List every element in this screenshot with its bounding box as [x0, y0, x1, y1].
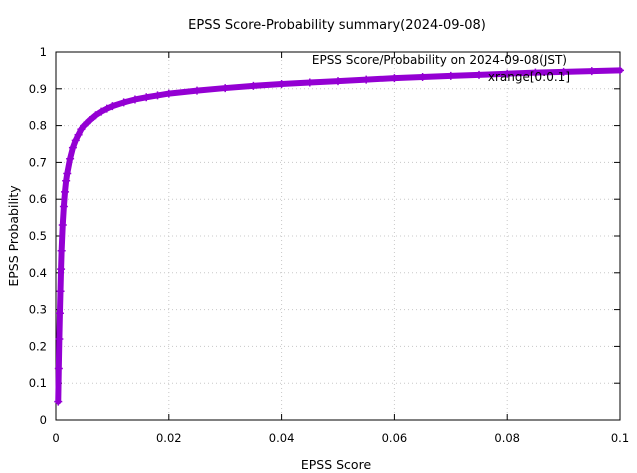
x-axis-ticks: 0 0.02 0.04 0.06 0.08 0.1 — [52, 52, 629, 445]
y-tick-label: 0.4 — [29, 266, 47, 280]
data-point — [616, 66, 624, 75]
y-tick-label: 0.6 — [29, 192, 47, 206]
data-point — [74, 130, 83, 139]
y-tick-label: 0 — [40, 413, 47, 427]
data-point — [54, 397, 63, 406]
data-point — [62, 176, 71, 185]
y-axis-ticks: 0 0.1 0.2 0.3 0.4 0.5 0.6 0.7 0.8 0.9 1 — [29, 45, 620, 427]
x-tick-label: 0.06 — [382, 431, 408, 445]
x-axis-label: EPSS Score — [301, 457, 372, 472]
data-point — [334, 77, 342, 86]
data-point — [58, 220, 67, 229]
data-point — [249, 81, 258, 90]
x-tick-label: 0.02 — [156, 431, 182, 445]
data-point — [193, 86, 201, 95]
legend-label: EPSS Score/Probability on 2024-09-08(JST… — [312, 53, 567, 67]
y-tick-label: 0.2 — [29, 339, 47, 353]
data-point — [587, 67, 596, 76]
y-tick-label: 0.8 — [29, 119, 47, 133]
y-tick-label: 0.7 — [29, 155, 47, 169]
legend: EPSS Score/Probability on 2024-09-08(JST… — [312, 53, 612, 84]
y-tick-label: 0.5 — [29, 229, 47, 243]
data-point — [130, 95, 139, 104]
data-point — [418, 73, 427, 82]
data-point — [63, 169, 72, 178]
data-point — [71, 136, 80, 145]
data-point — [59, 202, 68, 211]
series-line — [55, 67, 623, 405]
y-tick-label: 1 — [40, 45, 47, 59]
data-point — [119, 98, 128, 107]
data-point — [503, 69, 512, 78]
data-point — [531, 68, 540, 77]
data-point — [164, 89, 173, 98]
data-point — [68, 143, 77, 152]
data-point — [390, 74, 399, 83]
data-point — [54, 364, 63, 373]
data-point — [66, 154, 75, 163]
data-point — [97, 107, 106, 116]
y-tick-label: 0.1 — [29, 376, 47, 390]
data-point — [57, 246, 66, 255]
data-point — [221, 84, 230, 93]
data-point — [80, 121, 89, 130]
y-axis-label: EPSS Probability — [6, 185, 21, 287]
data-point — [102, 104, 111, 113]
data-point — [61, 187, 70, 196]
y-tick-label: 0.9 — [29, 82, 47, 96]
data-point — [559, 67, 568, 76]
y-tick-label: 0.3 — [29, 303, 47, 317]
chart-title: EPSS Score-Probability summary(2024-09-0… — [188, 18, 486, 33]
data-point — [305, 78, 314, 87]
data-point — [55, 309, 64, 318]
data-point — [362, 75, 371, 84]
x-tick-label: 0.08 — [494, 431, 520, 445]
x-tick-label: 0.04 — [269, 431, 295, 445]
data-point — [56, 287, 65, 296]
series-points — [54, 66, 624, 406]
x-tick-label: 0 — [52, 431, 59, 445]
data-point — [153, 91, 162, 100]
data-point — [55, 335, 64, 344]
data-point — [475, 70, 483, 79]
grid-lines — [56, 52, 620, 420]
data-point — [85, 116, 94, 125]
xrange-annotation: xrange[0:0.1] — [488, 70, 570, 84]
data-point — [142, 93, 151, 102]
x-tick-label: 0.1 — [611, 431, 629, 445]
data-point — [277, 80, 286, 89]
data-point — [108, 102, 117, 111]
data-point — [446, 71, 455, 80]
data-point — [57, 265, 66, 274]
data-point — [91, 111, 100, 120]
